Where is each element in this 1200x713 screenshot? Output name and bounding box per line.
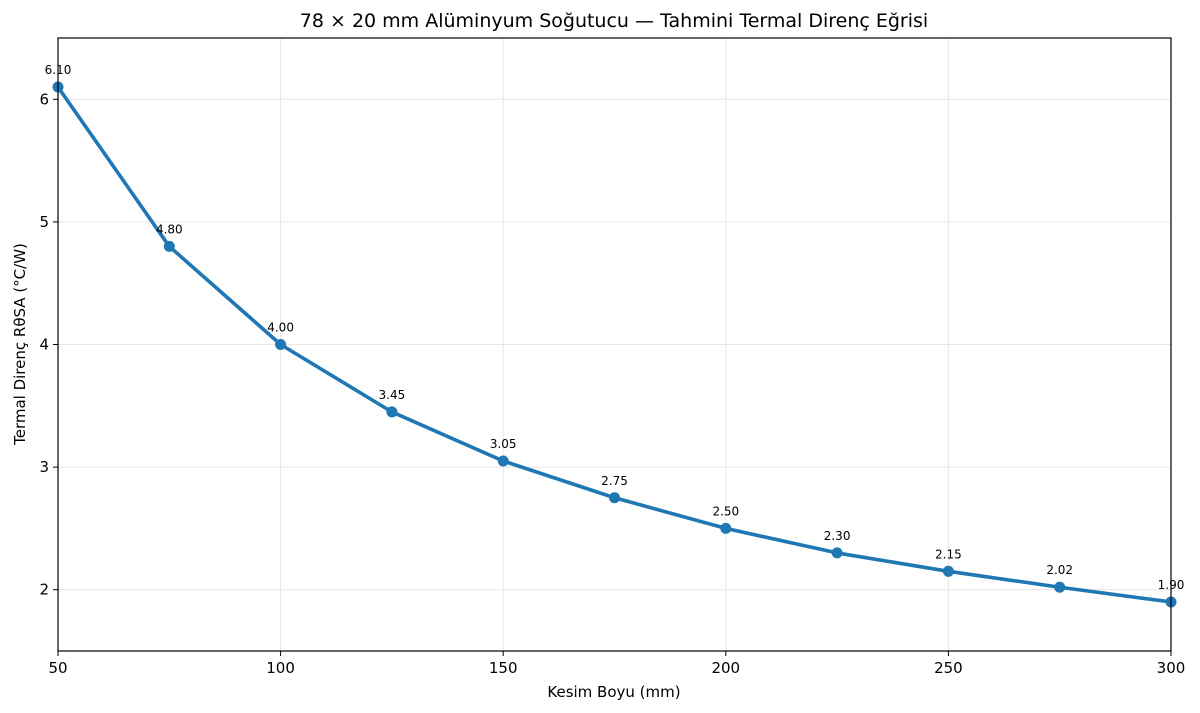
- data-labels: 6.104.804.003.453.052.752.502.302.152.02…: [45, 63, 1185, 592]
- y-tick-label: 3: [39, 458, 49, 476]
- data-point: [1054, 581, 1066, 593]
- x-tick-label: 50: [48, 659, 67, 677]
- plot-frame: [57, 37, 1172, 652]
- x-axis-label: Kesim Boyu (mm): [547, 683, 680, 701]
- data-point: [942, 565, 954, 577]
- data-point: [275, 339, 287, 350]
- data-label: 4.00: [267, 321, 294, 335]
- data-label: 3.45: [379, 388, 406, 402]
- x-tick-label: 150: [489, 659, 518, 677]
- x-tick-label: 200: [711, 659, 740, 677]
- x-tick-label: 100: [266, 659, 295, 677]
- data-label: 2.15: [935, 547, 962, 561]
- data-label: 2.30: [824, 529, 851, 543]
- y-tick-label: 6: [39, 90, 49, 108]
- axis-ticks: 50 100 150 200 250 300 2 3 4 5 6: [39, 90, 1185, 677]
- grid: [57, 38, 1172, 651]
- data-label: 3.05: [490, 437, 517, 451]
- x-tick-label: 250: [934, 659, 963, 677]
- y-tick-label: 5: [39, 213, 49, 231]
- y-tick-label: 4: [39, 336, 49, 354]
- chart-title: 78 × 20 mm Alüminyum Soğutucu — Tahmini …: [300, 10, 928, 32]
- data-point: [386, 406, 398, 418]
- x-tick-label: 300: [1157, 659, 1186, 677]
- data-point: [497, 455, 509, 467]
- data-label: 2.50: [712, 504, 739, 518]
- data-point: [831, 547, 843, 559]
- data-label: 2.02: [1046, 563, 1073, 577]
- data-label: 4.80: [156, 222, 183, 236]
- y-axis-label: Termal Direnç RθSA (°C/W): [11, 243, 29, 446]
- data-label: 2.75: [601, 474, 628, 488]
- data-points: [52, 81, 1177, 608]
- data-point: [163, 240, 175, 252]
- y-tick-label: 2: [39, 581, 49, 599]
- data-point: [609, 492, 620, 504]
- data-point: [720, 522, 732, 534]
